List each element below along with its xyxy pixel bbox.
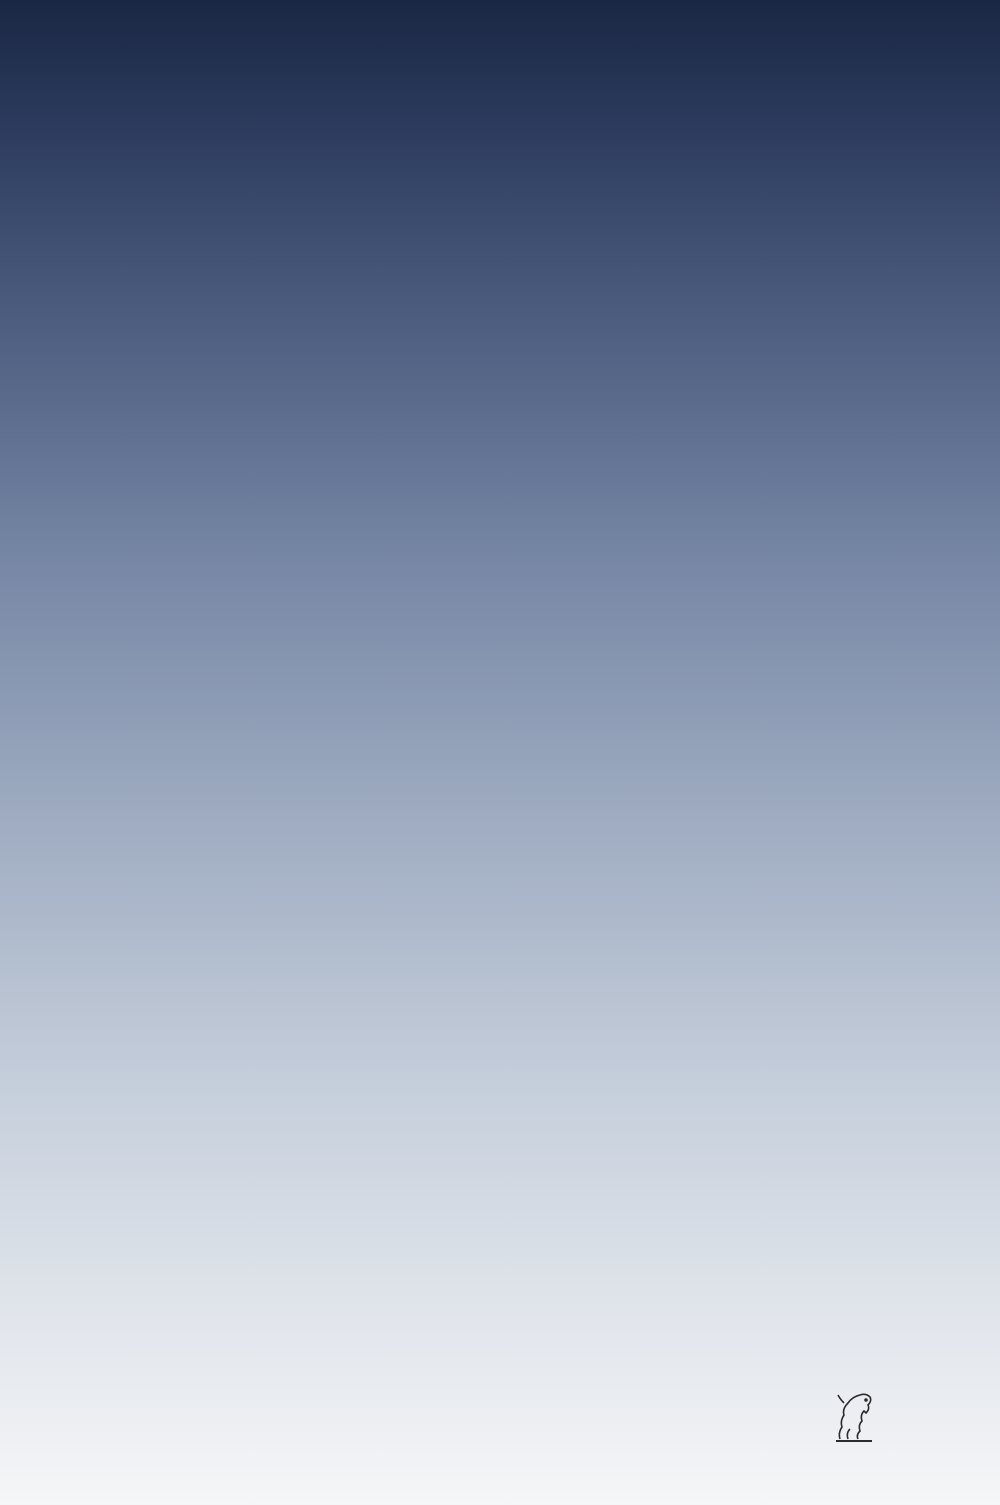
- publisher-block: [830, 1389, 890, 1445]
- springer-horse-icon: [830, 1389, 878, 1445]
- stairs-graphic: [300, 180, 1000, 1380]
